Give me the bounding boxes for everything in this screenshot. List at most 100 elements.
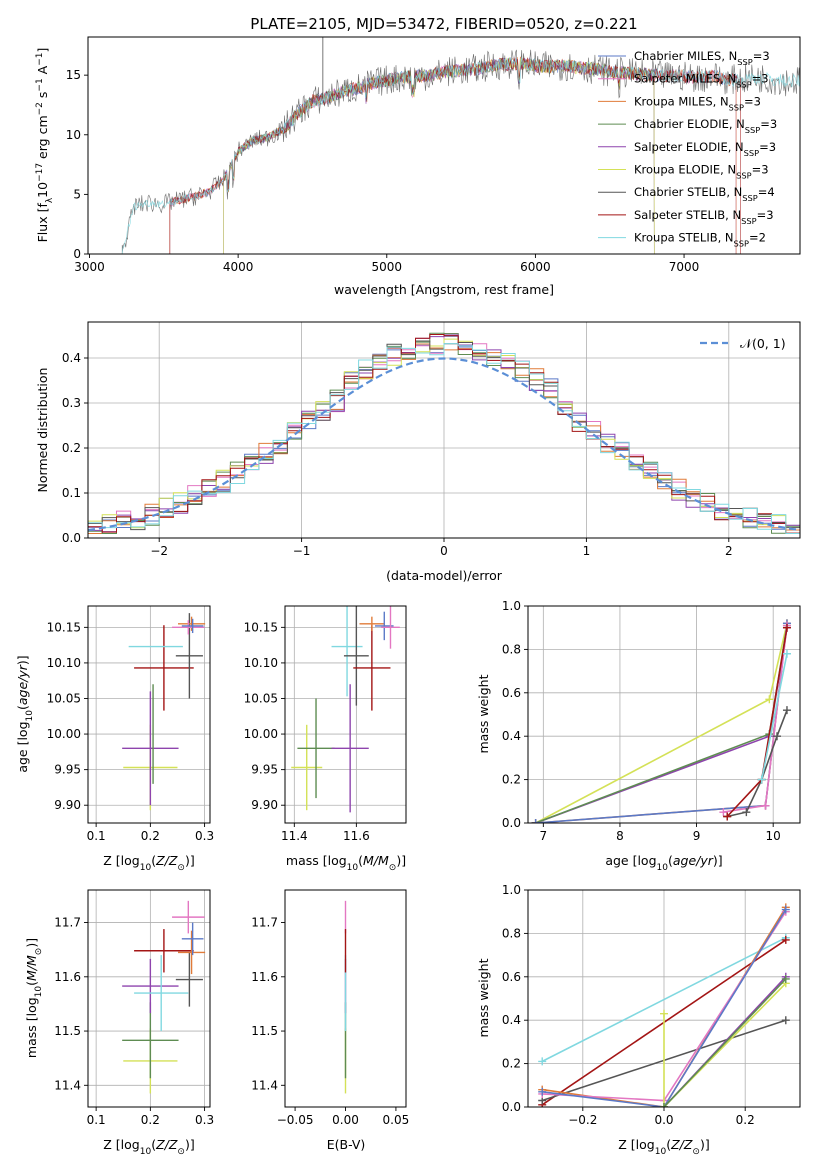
- x-tick-label: 9: [693, 829, 701, 843]
- label-part: Chabrier MILES, N: [634, 49, 737, 63]
- label-part: 10: [25, 710, 35, 722]
- x-axis-label: Z [log10(Z/Z⊙)]: [103, 853, 194, 873]
- spectrum-lines: [121, 37, 800, 254]
- data-point: [538, 1057, 547, 1066]
- label-part: =3: [752, 72, 769, 86]
- label-part: Kroupa STELIB, N: [634, 231, 734, 245]
- y-tick-label: 1.0: [502, 599, 521, 613]
- label-part: =3: [759, 140, 776, 154]
- mass-weight-line: [663, 978, 787, 1107]
- axes-frame: [87, 36, 801, 255]
- y-axis-label: Flux [fλ10−17 erg cm−2 s−1 A−1]: [35, 48, 55, 243]
- y-tick-label: 11.6: [54, 970, 81, 984]
- y-tick-label: 0.1: [62, 486, 81, 500]
- x-tick-label: 7000: [669, 260, 700, 274]
- label-part: =3: [757, 208, 774, 222]
- y-tick-label: 9.95: [251, 763, 278, 777]
- label-part: )]: [185, 853, 195, 868]
- y-tick-label: 11.4: [54, 1078, 81, 1092]
- label-part: )]: [396, 853, 406, 868]
- y-tick-label: 11.7: [251, 916, 278, 930]
- x-tick-label: 7: [540, 829, 548, 843]
- data-point: [781, 905, 790, 914]
- label-part: SSP: [744, 148, 759, 158]
- y-axis-label: age [log10(age/yr)]: [15, 655, 35, 772]
- label-part: age/yr: [15, 664, 30, 705]
- y-tick-label: 9.90: [251, 798, 278, 812]
- label-part: 10: [657, 863, 669, 873]
- label-part: λ: [45, 197, 55, 203]
- axes-frame: [87, 605, 211, 824]
- x-tick-label: 5000: [371, 260, 402, 274]
- x-tick-label: 0: [440, 544, 448, 558]
- label-part: ⊙: [177, 1147, 185, 1157]
- legend-entry: Kroupa ELODIE, NSSP=3: [634, 163, 769, 181]
- axes-frame: [284, 605, 407, 824]
- mass-weight-line: [542, 909, 787, 1107]
- x-tick-label: 0.0: [654, 1113, 673, 1127]
- x-tick-label: −0.05: [277, 1113, 314, 1127]
- label-part: )]: [24, 938, 39, 948]
- label-part: (: [666, 1137, 671, 1152]
- label-part: Z [log: [103, 1137, 139, 1152]
- legend-entry: Chabrier STELIB, NSSP=4: [634, 185, 775, 203]
- y-tick-label: 9.95: [54, 763, 81, 777]
- label-part: 10: [140, 1147, 152, 1157]
- label-part: =3: [760, 117, 777, 131]
- y-tick-label: 9.90: [54, 798, 81, 812]
- y-tick-label: 11.5: [251, 1024, 278, 1038]
- x-tick-label: 2: [725, 544, 733, 558]
- data-point: [742, 808, 751, 817]
- data-point: [782, 706, 791, 715]
- y-tick-label: 0.8: [502, 926, 521, 940]
- label-part: Z/Z: [670, 1137, 693, 1152]
- spectrum-series: [121, 57, 800, 254]
- x-tick-label: 4000: [223, 260, 254, 274]
- y-tick-label: 10.05: [244, 691, 278, 705]
- label-part: SSP: [736, 80, 751, 90]
- y-tick-label: 0.2: [62, 441, 81, 455]
- legend-entry: Salpeter ELODIE, NSSP=3: [634, 140, 776, 158]
- x-tick-label: −1: [293, 544, 311, 558]
- y-tick-label: 0.0: [62, 531, 81, 545]
- y-tick-label: 11.5: [54, 1024, 81, 1038]
- data-point: [538, 1087, 547, 1096]
- errorbar-group: [291, 606, 400, 813]
- x-tick-label: 0.2: [141, 829, 160, 843]
- data-point: [660, 1103, 668, 1107]
- label-part: A: [35, 65, 50, 78]
- label-part: 10: [35, 182, 50, 198]
- y-tick-label: 5: [73, 187, 81, 201]
- label-part: (: [358, 853, 363, 868]
- axes-frame: [527, 605, 801, 824]
- x-tick-label: 0.1: [87, 1113, 106, 1127]
- label-part: erg cm: [35, 115, 50, 163]
- label-part: −1: [35, 78, 45, 91]
- label-part: Salpeter MILES, N: [634, 72, 736, 86]
- y-tick-label: 0.3: [62, 396, 81, 410]
- mass-vs-ebv-panel: −0.05 0.00 0.05 11.4 11.5 11.6 11.7 E(B-V): [251, 889, 409, 1152]
- data-point: [765, 695, 774, 704]
- label-part: mass [log: [24, 997, 39, 1058]
- y-axis-label: mass [log10(M/M⊙)]: [24, 938, 44, 1058]
- mass-weight-line: [663, 982, 787, 1107]
- y-tick-label: 0.4: [502, 729, 521, 743]
- legend-entry: Kroupa STELIB, NSSP=2: [634, 231, 766, 249]
- label-part: )]: [713, 853, 723, 868]
- y-tick-label: 1.0: [502, 883, 521, 897]
- label-part: =2: [749, 231, 766, 245]
- label-part: =3: [744, 94, 761, 108]
- y-tick-label: 10.10: [47, 656, 81, 670]
- y-tick-label: 11.7: [54, 916, 81, 930]
- x-tick-label: 11.6: [343, 829, 370, 843]
- label-part: (: [15, 705, 30, 710]
- y-tick-label: 10.10: [244, 656, 278, 670]
- y-tick-label: 11.6: [251, 970, 278, 984]
- label-part: mass [log: [286, 853, 347, 868]
- data-point: [531, 819, 540, 823]
- x-axis-label: mass [log10(M/M⊙)]: [286, 853, 406, 873]
- y-tick-label: 0.2: [502, 773, 521, 787]
- y-tick-label: 15: [66, 68, 81, 82]
- label-part: SSP: [741, 216, 756, 226]
